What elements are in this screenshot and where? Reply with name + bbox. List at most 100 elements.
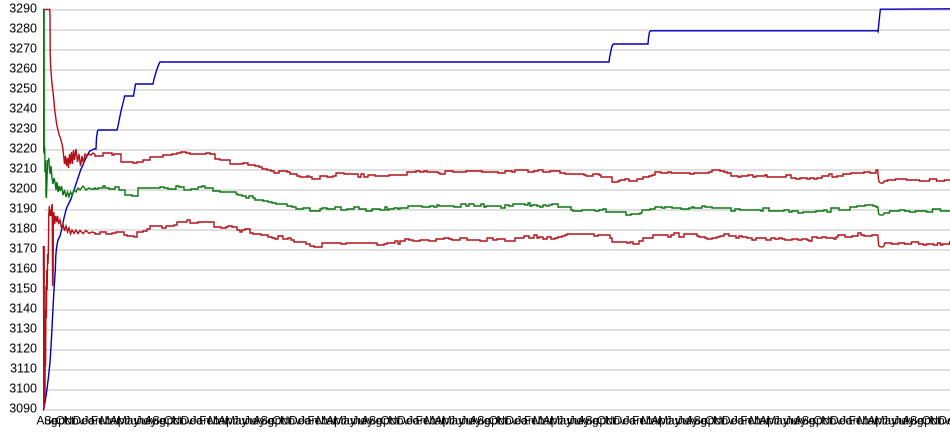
svg-text:Aug: Aug: [902, 414, 923, 428]
svg-text:Nov: Nov: [605, 414, 626, 428]
svg-text:Aug: Aug: [470, 414, 491, 428]
svg-text:June: June: [666, 414, 692, 428]
svg-text:Apr: Apr: [435, 414, 453, 428]
svg-text:Aug: Aug: [145, 414, 166, 428]
svg-text:Jan: Jan: [299, 414, 318, 428]
svg-text:July: July: [677, 414, 698, 428]
svg-text:3120: 3120: [9, 342, 37, 356]
svg-text:3150: 3150: [9, 282, 37, 296]
svg-text:June: June: [124, 414, 150, 428]
svg-text:3090: 3090: [9, 402, 37, 416]
svg-text:Apr: Apr: [326, 414, 344, 428]
svg-text:Mar: Mar: [641, 414, 661, 428]
svg-text:Oct: Oct: [272, 414, 291, 428]
svg-text:May: May: [334, 414, 356, 428]
svg-text:Oct: Oct: [922, 414, 941, 428]
svg-text:Dec: Dec: [397, 414, 418, 428]
svg-text:Dec: Dec: [73, 414, 94, 428]
svg-text:Nov: Nov: [388, 414, 409, 428]
svg-text:Nov: Nov: [172, 414, 193, 428]
svg-text:Sept: Sept: [802, 414, 827, 428]
svg-text:Sept: Sept: [477, 414, 502, 428]
svg-text:Dec: Dec: [830, 414, 851, 428]
svg-text:3190: 3190: [9, 202, 37, 216]
svg-text:May: May: [658, 414, 680, 428]
svg-text:3210: 3210: [9, 162, 37, 176]
svg-text:Dec: Dec: [614, 414, 635, 428]
svg-text:Apr: Apr: [868, 414, 886, 428]
svg-text:Aug: Aug: [686, 414, 707, 428]
svg-text:3290: 3290: [9, 2, 37, 16]
svg-text:3260: 3260: [9, 62, 37, 76]
svg-text:Sept: Sept: [44, 414, 69, 428]
svg-text:Feb: Feb: [199, 414, 220, 428]
svg-text:Oct: Oct: [814, 414, 833, 428]
svg-text:Sept: Sept: [693, 414, 718, 428]
svg-text:3230: 3230: [9, 122, 37, 136]
svg-text:May: May: [550, 414, 572, 428]
svg-text:Jan: Jan: [516, 414, 535, 428]
svg-text:Mar: Mar: [316, 414, 336, 428]
svg-text:Feb: Feb: [849, 414, 870, 428]
svg-text:Apr: Apr: [759, 414, 777, 428]
svg-text:Apr: Apr: [218, 414, 236, 428]
svg-text:Oct: Oct: [597, 414, 616, 428]
svg-text:Apr: Apr: [651, 414, 669, 428]
svg-text:3160: 3160: [9, 262, 37, 276]
svg-text:Jan: Jan: [407, 414, 426, 428]
svg-text:Dec: Dec: [181, 414, 202, 428]
svg-text:Oct: Oct: [164, 414, 183, 428]
svg-text:Jan: Jan: [191, 414, 210, 428]
svg-text:Jan: Jan: [83, 414, 102, 428]
svg-text:Nov: Nov: [280, 414, 301, 428]
svg-text:Dec: Dec: [939, 414, 950, 428]
svg-text:Feb: Feb: [91, 414, 112, 428]
svg-text:Mar: Mar: [100, 414, 120, 428]
svg-text:Dec: Dec: [722, 414, 743, 428]
svg-text:3270: 3270: [9, 42, 37, 56]
svg-text:Dec: Dec: [506, 414, 527, 428]
svg-text:Feb: Feb: [524, 414, 545, 428]
svg-text:Sept: Sept: [910, 414, 935, 428]
svg-text:3200: 3200: [9, 182, 37, 196]
svg-text:Dec: Dec: [289, 414, 310, 428]
svg-text:3180: 3180: [9, 222, 37, 236]
svg-text:June: June: [341, 414, 367, 428]
svg-text:3100: 3100: [9, 382, 37, 396]
svg-text:May: May: [875, 414, 897, 428]
svg-text:Mar: Mar: [425, 414, 445, 428]
svg-text:May: May: [117, 414, 139, 428]
svg-text:May: May: [225, 414, 247, 428]
svg-text:June: June: [882, 414, 908, 428]
svg-text:3250: 3250: [9, 82, 37, 96]
svg-text:July: July: [352, 414, 373, 428]
svg-text:Sept: Sept: [152, 414, 177, 428]
svg-text:July: July: [244, 414, 265, 428]
svg-text:Mar: Mar: [533, 414, 553, 428]
svg-text:July: July: [569, 414, 590, 428]
svg-text:May: May: [766, 414, 788, 428]
svg-text:Jan: Jan: [840, 414, 859, 428]
svg-text:Feb: Feb: [416, 414, 437, 428]
svg-text:Apr: Apr: [543, 414, 561, 428]
svg-text:Oct: Oct: [489, 414, 508, 428]
svg-text:Aug: Aug: [253, 414, 274, 428]
svg-text:Feb: Feb: [632, 414, 653, 428]
svg-text:Aug: Aug: [37, 414, 58, 428]
svg-text:Oct: Oct: [381, 414, 400, 428]
svg-text:Aug: Aug: [794, 414, 815, 428]
svg-text:May: May: [442, 414, 464, 428]
svg-text:3170: 3170: [9, 242, 37, 256]
svg-text:Aug: Aug: [578, 414, 599, 428]
svg-text:July: July: [136, 414, 157, 428]
svg-text:3110: 3110: [10, 362, 37, 376]
svg-text:Sept: Sept: [585, 414, 610, 428]
svg-text:Jan: Jan: [732, 414, 751, 428]
svg-text:3240: 3240: [9, 102, 37, 116]
svg-text:Aug: Aug: [361, 414, 382, 428]
svg-text:June: June: [233, 414, 259, 428]
svg-text:Oct: Oct: [56, 414, 75, 428]
svg-text:June: June: [557, 414, 583, 428]
svg-text:Nov: Nov: [64, 414, 85, 428]
svg-text:3280: 3280: [9, 22, 37, 36]
